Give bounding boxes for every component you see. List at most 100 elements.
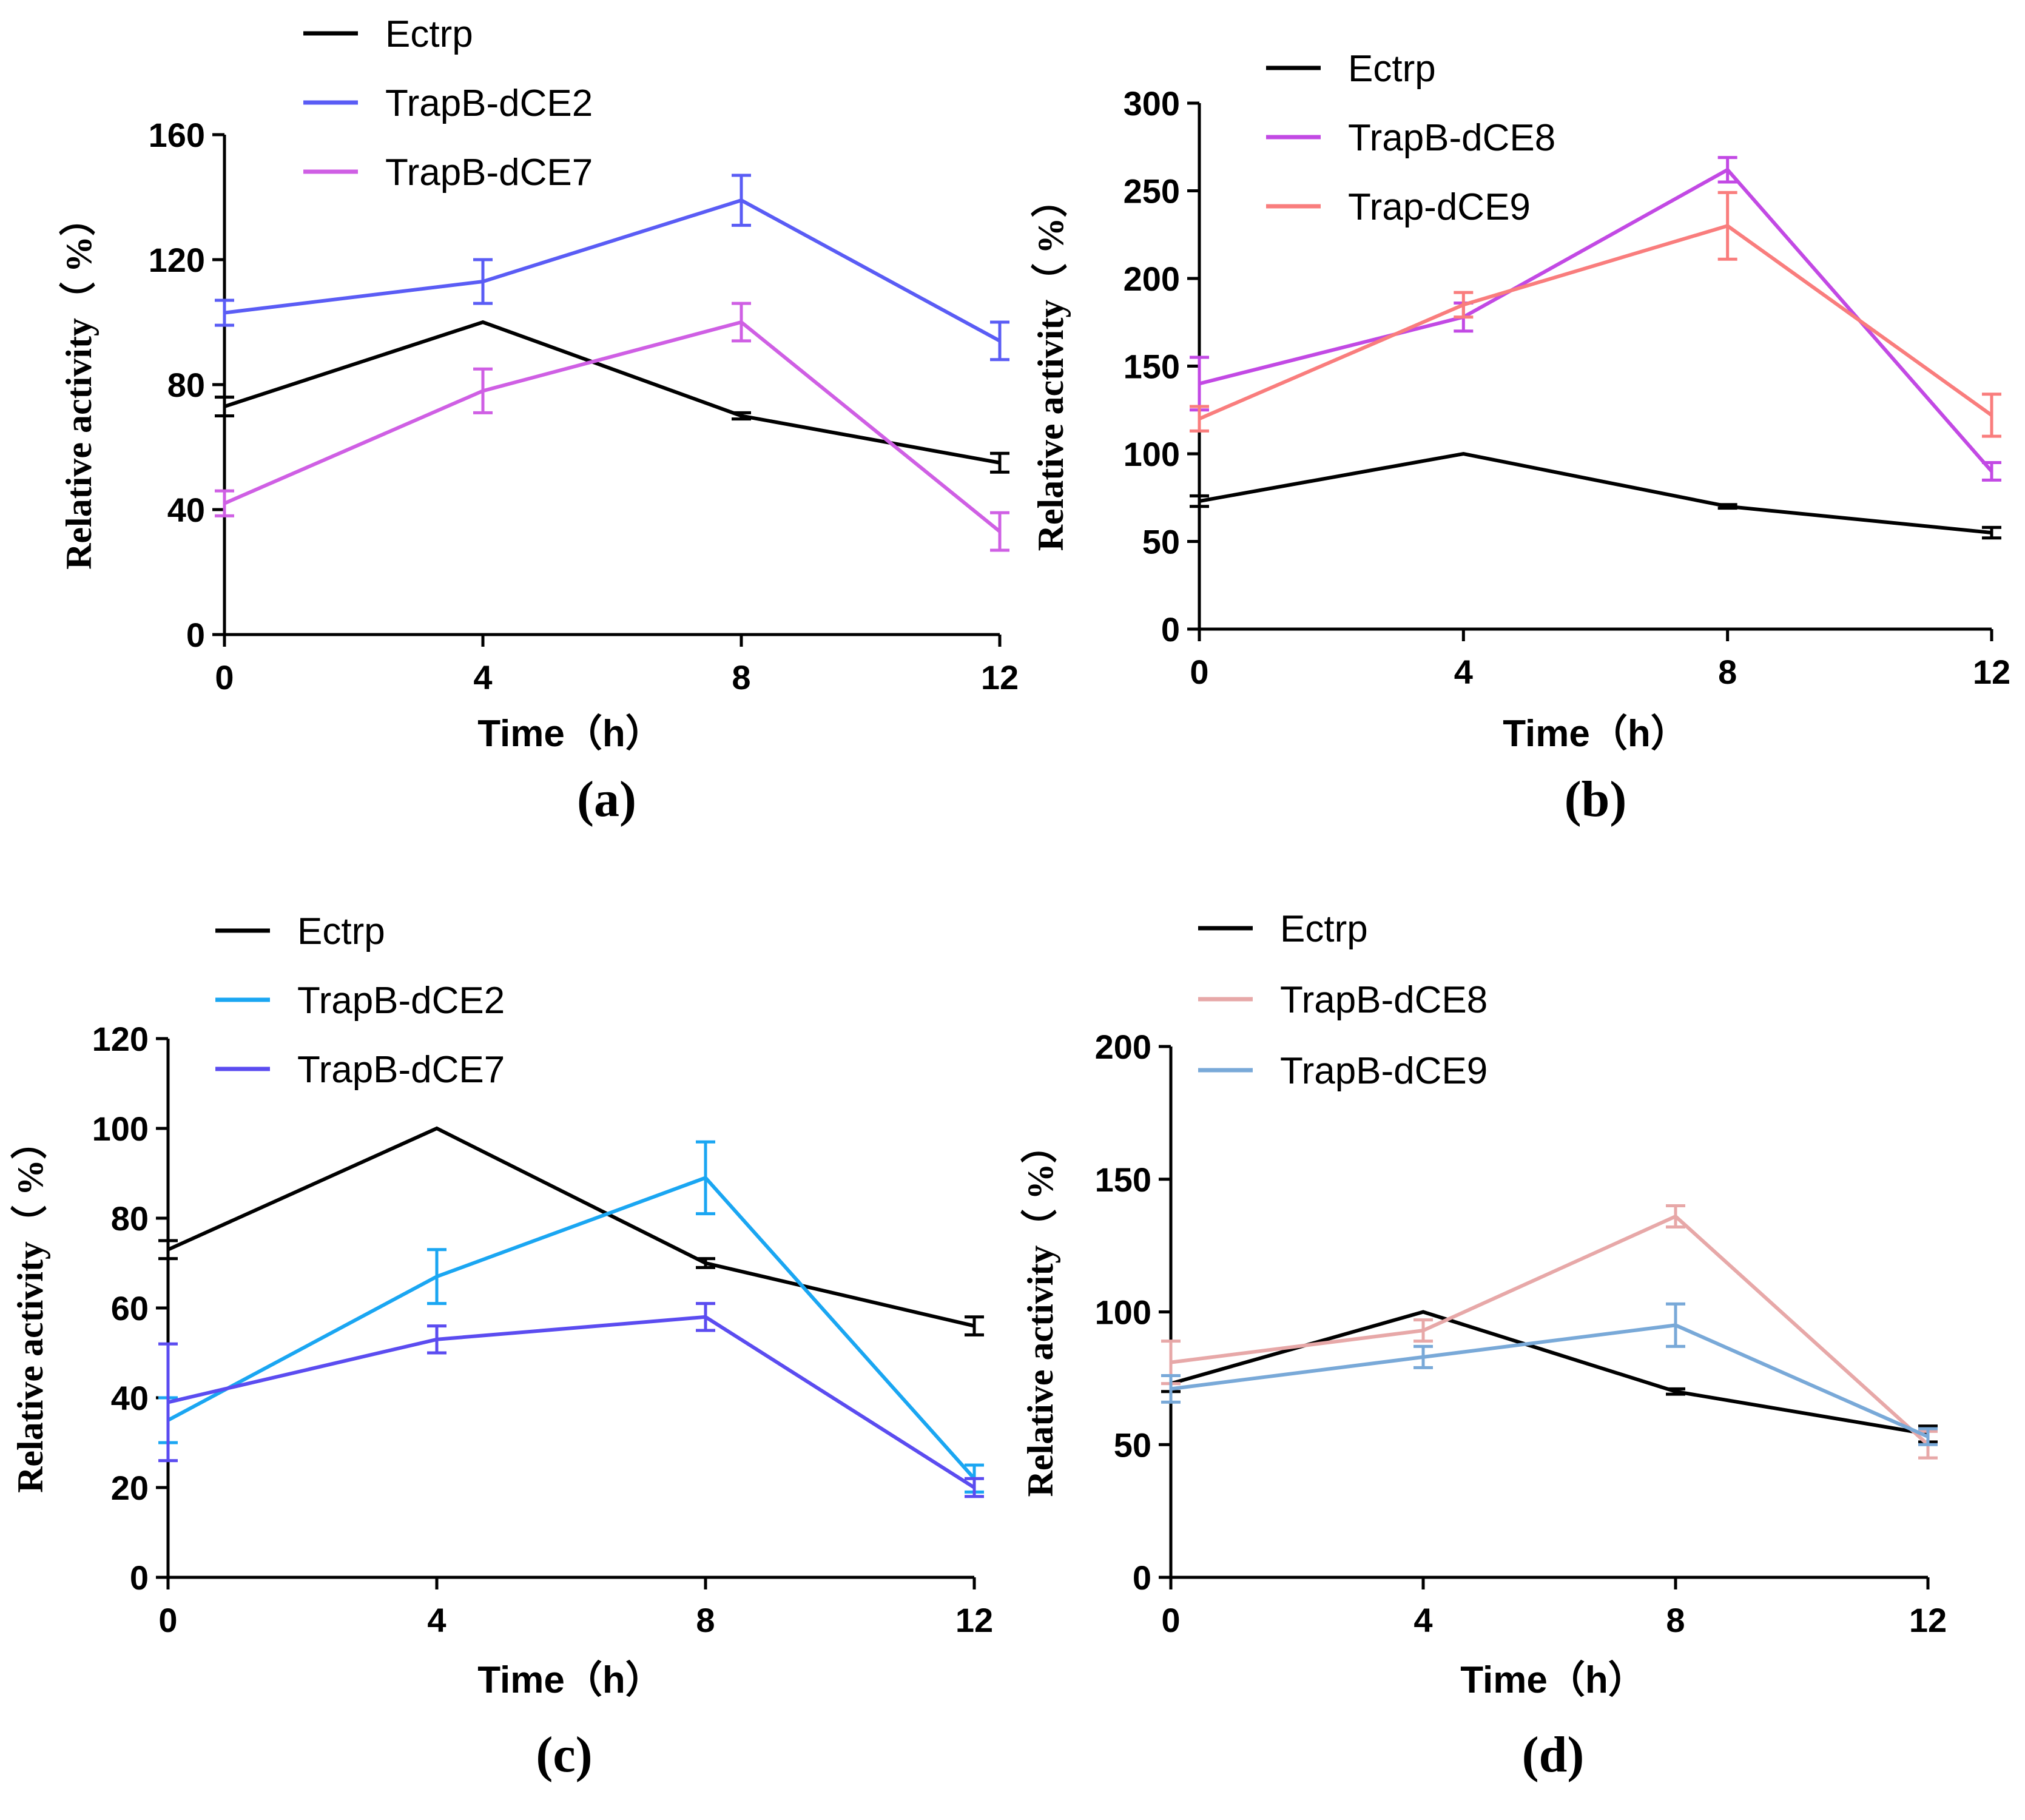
error-bar	[473, 258, 493, 305]
legend-item: Ectrp	[303, 13, 473, 55]
error-bar	[158, 1342, 178, 1463]
series-line	[1170, 1323, 1929, 1438]
error-bar	[1982, 460, 2001, 482]
series-line	[167, 1315, 975, 1489]
legend-label: Ectrp	[297, 911, 385, 952]
y-axis-title: Relative activity（ %）	[1020, 1127, 1060, 1497]
error-bar	[1190, 494, 1209, 508]
y-tick-label: 200	[1095, 1028, 1151, 1066]
legend-item: TrapB-dCE2	[215, 980, 505, 1022]
y-axis-title: Relative activity（ %）	[58, 200, 99, 570]
x-tick-label: 0	[1190, 653, 1208, 691]
panel-label: (b)	[1565, 771, 1627, 827]
x-axis-title: Time（h）	[477, 712, 662, 755]
y-tick-label: 20	[111, 1469, 149, 1507]
legend-item: Ectrp	[215, 911, 385, 952]
panel-d: 0 50 100 150 200 0 4 8 12 Time（h） Relative activit…	[1020, 908, 1947, 1783]
x-tick-label: 4	[473, 658, 492, 696]
y-tick-label: 0	[1161, 610, 1180, 649]
error-bar	[990, 320, 1009, 362]
y-tick-label: 300	[1124, 84, 1180, 123]
x-tick-label: 12	[981, 658, 1019, 696]
x-tick-label: 0	[1161, 1601, 1180, 1639]
error-bar	[732, 411, 751, 421]
legend-label: Ectrp	[1280, 908, 1368, 950]
panel-c: 0 20 40 60 80 100 120 0 4 8 12 Time（h） Relative acti…	[10, 911, 993, 1783]
series-line	[223, 320, 1001, 533]
error-bar	[965, 1315, 984, 1336]
x-axis-title: Time（h）	[1503, 712, 1688, 755]
y-axis-title: Relative activity（ %）	[10, 1123, 50, 1493]
legend-label: Trap-dCE9	[1348, 186, 1531, 228]
y-tick-label: 100	[1095, 1293, 1151, 1332]
legend-label: TrapB-dCE8	[1348, 117, 1555, 159]
x-tick-label: 8	[1718, 653, 1737, 691]
y-tick-label: 60	[111, 1289, 149, 1327]
legend-item: TrapB-dCE8	[1198, 979, 1488, 1021]
series-line	[1170, 1214, 1930, 1446]
x-tick-label: 0	[158, 1601, 177, 1639]
series-ectrp	[158, 1126, 984, 1336]
legend-label: TrapB-dCE7	[385, 152, 593, 194]
error-bar	[473, 367, 493, 414]
error-bar	[1666, 1387, 1685, 1396]
legend-label: TrapB-dCE7	[297, 1049, 505, 1091]
y-tick-label: 40	[167, 491, 205, 529]
y-tick-label: 80	[167, 366, 205, 404]
legend-item: TrapB-dCE2	[303, 83, 593, 124]
series-trapb-dce7	[158, 1302, 984, 1498]
error-bar	[696, 1140, 715, 1216]
error-bar	[1717, 190, 1737, 261]
legend-item: TrapB-dCE7	[215, 1049, 505, 1091]
error-bar	[427, 1324, 446, 1355]
y-axis-title: Relative activity（ %）	[1030, 181, 1071, 551]
series-ectrp	[215, 320, 1009, 474]
x-tick-label: 8	[1666, 1601, 1685, 1639]
error-bar	[215, 489, 234, 517]
error-bar	[1666, 1204, 1685, 1228]
x-axis-title: Time（h）	[1460, 1659, 1645, 1701]
legend-label: TrapB-dCE2	[385, 83, 593, 124]
error-bar	[1717, 156, 1737, 184]
legend-item: Ectrp	[1266, 48, 1436, 90]
x-tick-label: 4	[1454, 653, 1473, 691]
x-tick-label: 0	[215, 658, 234, 696]
series-trapb-dce9	[1161, 1302, 1938, 1446]
series-line	[224, 320, 1000, 465]
y-tick-label: 0	[1133, 1559, 1151, 1597]
error-bar	[990, 511, 1009, 552]
panel-label: (c)	[536, 1727, 592, 1783]
y-tick-label: 200	[1124, 260, 1180, 298]
panel-a: 0 40 80 120 160 0 4 8 12 Time（h） Relative activity…	[58, 13, 1019, 827]
y-tick-label: 100	[92, 1110, 149, 1148]
error-bar	[1717, 503, 1737, 510]
error-bar	[965, 1477, 984, 1498]
error-bar	[1918, 1427, 1938, 1446]
error-bar	[732, 174, 751, 227]
y-tick-label: 80	[111, 1199, 149, 1238]
x-tick-label: 8	[732, 658, 750, 696]
series-ectrp	[1190, 451, 2001, 540]
error-bar	[158, 1239, 178, 1261]
x-tick-label: 12	[1973, 653, 2010, 691]
y-tick-label: 120	[92, 1020, 149, 1058]
series-trapb-dce7	[215, 302, 1009, 552]
error-bar	[1982, 393, 2001, 438]
y-tick-label: 50	[1114, 1426, 1151, 1464]
y-tick-label: 0	[130, 1559, 149, 1597]
legend-label: TrapB-dCE8	[1280, 979, 1488, 1021]
legend-item: TrapB-dCE8	[1266, 117, 1555, 159]
error-bar	[215, 396, 234, 417]
series-line	[1199, 451, 1992, 535]
series-line	[224, 198, 1001, 343]
x-tick-label: 4	[1413, 1601, 1432, 1639]
error-bar	[1413, 1344, 1433, 1369]
x-tick-label: 4	[427, 1601, 446, 1639]
y-tick-label: 50	[1142, 523, 1180, 561]
x-tick-label: 12	[955, 1601, 993, 1639]
error-bar	[696, 1257, 715, 1269]
x-tick-label: 12	[1909, 1601, 1947, 1639]
series-trapb-dce2	[215, 174, 1009, 362]
error-bar	[1666, 1302, 1685, 1348]
